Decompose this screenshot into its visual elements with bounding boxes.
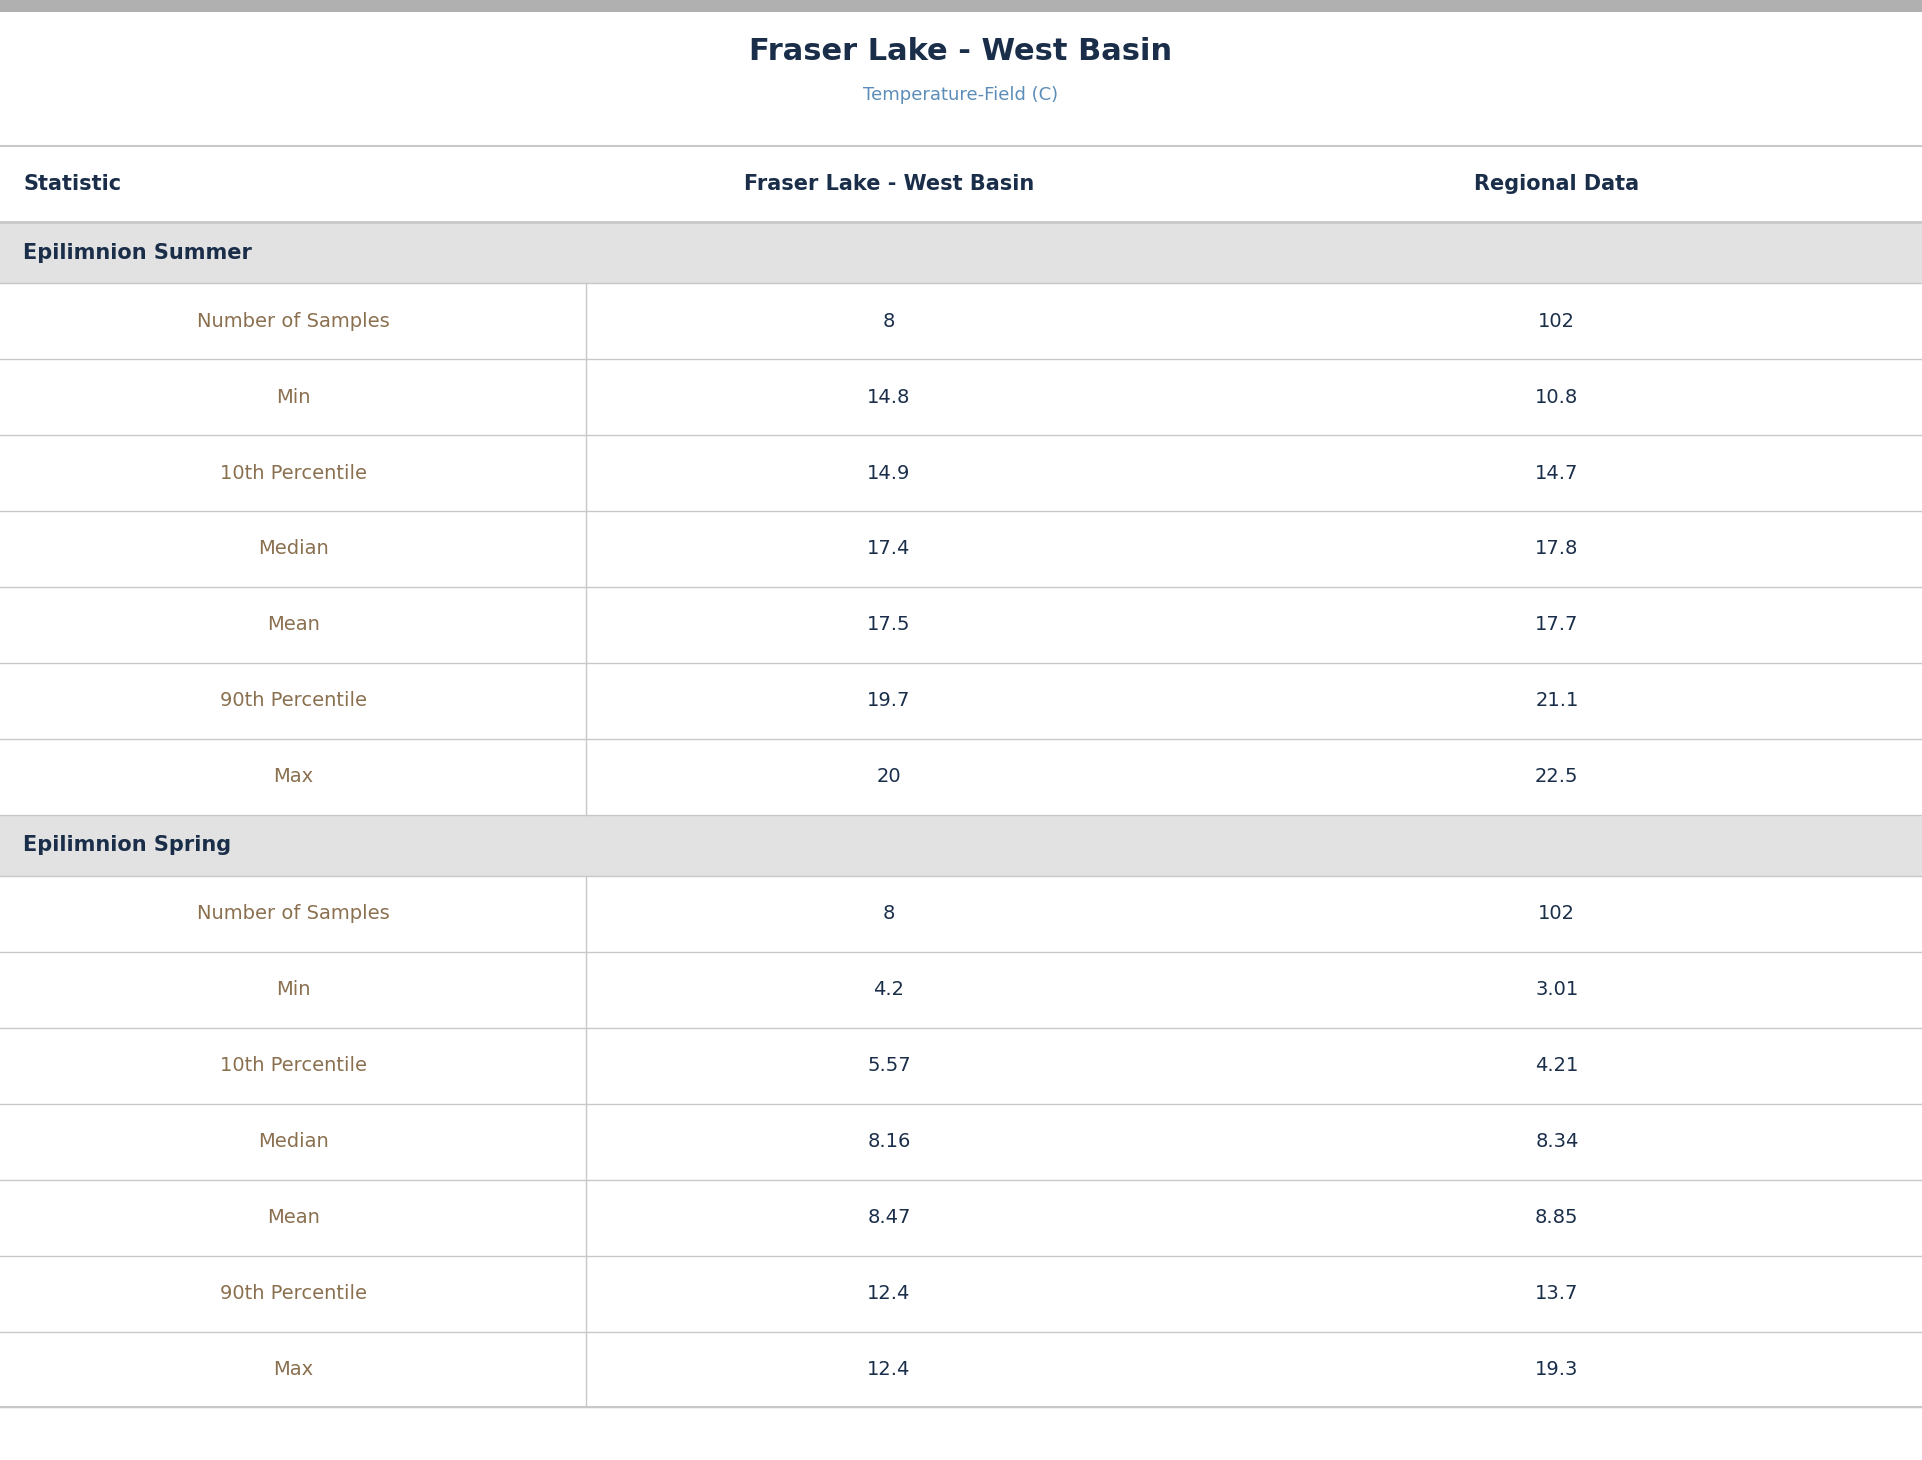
Text: 10.8: 10.8 (1536, 387, 1578, 407)
Text: Epilimnion Summer: Epilimnion Summer (23, 242, 252, 263)
Bar (0, 815, 1922, 876)
Text: Number of Samples: Number of Samples (196, 311, 390, 331)
Text: Epilimnion Spring: Epilimnion Spring (23, 835, 231, 856)
Bar (0, 283, 1922, 359)
Text: 5.57: 5.57 (867, 1056, 911, 1076)
Text: 19.3: 19.3 (1536, 1359, 1578, 1380)
Bar (0, 952, 1922, 1028)
Text: 10th Percentile: 10th Percentile (219, 463, 367, 483)
Text: 3.01: 3.01 (1536, 980, 1578, 1000)
Text: 8: 8 (882, 904, 896, 924)
Text: 20: 20 (876, 766, 901, 787)
Text: Max: Max (273, 1359, 313, 1380)
Text: Min: Min (277, 980, 309, 1000)
Text: 14.7: 14.7 (1536, 463, 1578, 483)
Text: Mean: Mean (267, 615, 319, 635)
Text: Number of Samples: Number of Samples (196, 904, 390, 924)
Text: 90th Percentile: 90th Percentile (219, 691, 367, 711)
Bar (0, 1180, 1922, 1256)
Text: Max: Max (273, 766, 313, 787)
Text: 22.5: 22.5 (1536, 766, 1578, 787)
Text: 12.4: 12.4 (867, 1283, 911, 1304)
Text: 17.4: 17.4 (867, 539, 911, 559)
Bar (0, 359, 1922, 435)
Bar (0, 435, 1922, 511)
Text: Min: Min (277, 387, 309, 407)
Text: 17.5: 17.5 (867, 615, 911, 635)
Bar (0, 222, 1922, 283)
Bar (0, 587, 1922, 663)
Bar (0, 876, 1922, 952)
Text: Statistic: Statistic (23, 174, 121, 194)
Text: 8.47: 8.47 (867, 1207, 911, 1228)
Text: 10th Percentile: 10th Percentile (219, 1056, 367, 1076)
Text: 90th Percentile: 90th Percentile (219, 1283, 367, 1304)
Bar (0, 1332, 1922, 1407)
Text: Regional Data: Regional Data (1474, 174, 1639, 194)
Text: Fraser Lake - West Basin: Fraser Lake - West Basin (750, 36, 1172, 66)
Bar (0, 1104, 1922, 1180)
Bar (0, 1028, 1922, 1104)
Text: 8.85: 8.85 (1536, 1207, 1578, 1228)
Text: 102: 102 (1538, 904, 1576, 924)
Bar (0, 663, 1922, 739)
Text: 102: 102 (1538, 311, 1576, 331)
Bar (0, 1256, 1922, 1332)
Text: 8.34: 8.34 (1536, 1132, 1578, 1152)
Text: Fraser Lake - West Basin: Fraser Lake - West Basin (744, 174, 1034, 194)
Text: 4.2: 4.2 (873, 980, 905, 1000)
Text: 21.1: 21.1 (1536, 691, 1578, 711)
Text: Median: Median (258, 539, 329, 559)
Text: 14.9: 14.9 (867, 463, 911, 483)
Text: 17.7: 17.7 (1536, 615, 1578, 635)
Text: 14.8: 14.8 (867, 387, 911, 407)
Text: 17.8: 17.8 (1536, 539, 1578, 559)
Bar (0, 0, 1922, 12)
Text: Median: Median (258, 1132, 329, 1152)
Text: 12.4: 12.4 (867, 1359, 911, 1380)
Text: 19.7: 19.7 (867, 691, 911, 711)
Text: 8: 8 (882, 311, 896, 331)
Bar (0, 146, 1922, 222)
Text: 8.16: 8.16 (867, 1132, 911, 1152)
Text: Mean: Mean (267, 1207, 319, 1228)
Bar (0, 739, 1922, 815)
Text: 4.21: 4.21 (1536, 1056, 1578, 1076)
Text: Temperature-Field (C): Temperature-Field (C) (863, 86, 1059, 104)
Text: 13.7: 13.7 (1536, 1283, 1578, 1304)
Bar (0, 511, 1922, 587)
